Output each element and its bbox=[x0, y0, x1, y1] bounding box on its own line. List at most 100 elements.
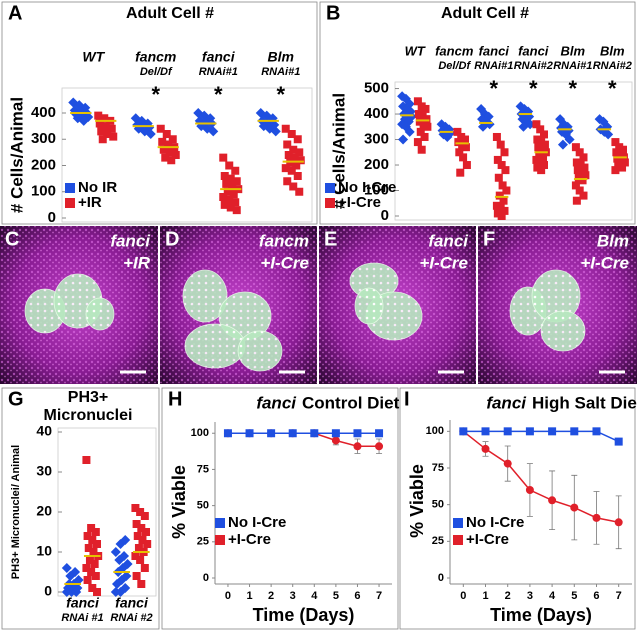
data-point bbox=[156, 124, 165, 133]
panel-frame bbox=[319, 1, 636, 225]
plot-frame bbox=[394, 81, 633, 221]
panel-letter: A bbox=[8, 2, 22, 24]
data-point bbox=[98, 135, 107, 144]
data-point bbox=[131, 552, 140, 560]
data-point bbox=[120, 583, 131, 593]
panel-letter: H bbox=[168, 388, 182, 410]
panel-frame bbox=[161, 387, 399, 630]
data-point bbox=[423, 122, 432, 131]
data-point bbox=[140, 564, 149, 572]
category-label: WT bbox=[82, 49, 105, 65]
data-point bbox=[578, 176, 587, 185]
data-point bbox=[495, 191, 504, 200]
category-label: fancm bbox=[135, 49, 176, 65]
y-tick-label: 500 bbox=[364, 80, 389, 97]
chart-title: High Salt Diet bbox=[532, 393, 637, 412]
category-label: Blm bbox=[560, 43, 585, 58]
category-label: fanci bbox=[115, 595, 149, 611]
data-point bbox=[478, 121, 489, 132]
data-point bbox=[121, 571, 132, 581]
y-tick-label: 75 bbox=[197, 463, 209, 475]
x-tick-label: 7 bbox=[376, 590, 382, 602]
data-point bbox=[611, 166, 620, 175]
y-tick-label: 50 bbox=[432, 499, 444, 511]
category-sublabel: Del/Df bbox=[438, 60, 471, 72]
data-point bbox=[525, 486, 534, 494]
data-point bbox=[292, 161, 301, 170]
data-point bbox=[581, 171, 590, 180]
chart-title: Adult Cell # bbox=[441, 5, 529, 22]
x-tick-label: 1 bbox=[246, 590, 252, 602]
data-point bbox=[138, 536, 147, 544]
data-point bbox=[161, 153, 170, 162]
y-axis-label: % Viable bbox=[169, 465, 189, 539]
data-point bbox=[460, 135, 469, 144]
data-point bbox=[142, 528, 151, 536]
data-point bbox=[620, 158, 629, 167]
data-point bbox=[167, 156, 176, 165]
x-tick-label: 3 bbox=[527, 590, 533, 602]
data-point bbox=[413, 138, 422, 147]
legend-label: +I-Cre bbox=[228, 531, 271, 548]
category-sublabel: RNAi#1 bbox=[474, 60, 513, 72]
data-point bbox=[537, 166, 546, 175]
y-tick-label: 0 bbox=[44, 583, 52, 599]
micrograph-gene: fancm bbox=[259, 231, 309, 250]
data-point bbox=[231, 166, 240, 175]
data-point bbox=[375, 442, 384, 451]
data-point bbox=[497, 161, 506, 170]
data-point bbox=[289, 182, 298, 191]
panel-frame bbox=[1, 1, 318, 225]
data-point bbox=[131, 504, 140, 512]
y-tick-label: 300 bbox=[364, 130, 389, 147]
data-point bbox=[287, 166, 296, 175]
y-tick-label: 40 bbox=[36, 423, 52, 439]
data-point bbox=[503, 427, 512, 436]
data-point bbox=[245, 429, 254, 438]
data-point bbox=[284, 151, 293, 159]
x-tick-label: 3 bbox=[290, 590, 296, 602]
data-point bbox=[540, 140, 549, 149]
data-point bbox=[283, 140, 292, 149]
data-point bbox=[83, 576, 92, 584]
data-point bbox=[548, 496, 557, 505]
legend-swatch bbox=[215, 535, 225, 545]
data-point bbox=[536, 125, 545, 134]
data-point bbox=[281, 164, 290, 173]
data-point bbox=[421, 104, 430, 113]
data-point bbox=[353, 442, 362, 451]
data-point bbox=[539, 161, 548, 170]
data-point bbox=[91, 528, 100, 536]
x-tick-label: 7 bbox=[616, 590, 622, 602]
y-tick-label: 25 bbox=[197, 536, 209, 548]
data-point bbox=[103, 130, 112, 138]
data-point bbox=[145, 129, 156, 139]
panel-letter: G bbox=[8, 388, 24, 410]
data-point bbox=[100, 114, 109, 123]
micrograph-condition: +I-Cre bbox=[580, 253, 629, 272]
micrograph-gene: fanci bbox=[428, 231, 469, 250]
data-point bbox=[223, 429, 232, 438]
data-point bbox=[459, 427, 468, 436]
significance-marker: * bbox=[529, 76, 538, 101]
data-point bbox=[87, 524, 96, 532]
data-point bbox=[442, 131, 453, 142]
data-point bbox=[88, 536, 97, 544]
data-point bbox=[416, 127, 425, 136]
series-line bbox=[462, 430, 619, 524]
data-point bbox=[500, 148, 509, 157]
legend-label: +I-Cre bbox=[338, 194, 381, 211]
data-point bbox=[107, 124, 116, 133]
y-tick-label: 300 bbox=[31, 130, 56, 147]
micrograph-condition: +IR bbox=[123, 253, 151, 272]
data-point bbox=[618, 145, 627, 154]
legend-label: +IR bbox=[78, 194, 102, 211]
category-sublabel: RNAi#2 bbox=[593, 60, 632, 72]
data-point bbox=[132, 572, 141, 580]
category-sublabel: RNAi #1 bbox=[61, 612, 103, 624]
data-point bbox=[492, 132, 501, 141]
x-tick-label: 2 bbox=[505, 590, 511, 602]
panel-letter: E bbox=[324, 228, 337, 250]
data-point bbox=[228, 182, 237, 191]
y-tick-label: 25 bbox=[432, 535, 444, 547]
